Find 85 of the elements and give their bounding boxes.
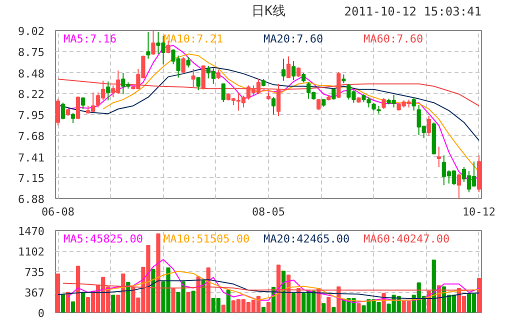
candlestick	[186, 56, 190, 68]
bar	[296, 288, 301, 312]
y-tick-label: 6.88	[18, 193, 45, 206]
y-tick-label: 1470	[18, 225, 45, 238]
candlestick	[191, 68, 196, 88]
bar	[201, 280, 206, 312]
bar	[186, 292, 190, 312]
line-series	[58, 279, 480, 300]
candlestick	[56, 98, 60, 126]
bar	[191, 290, 196, 312]
text: MA60:7.60	[364, 32, 424, 46]
bar	[81, 292, 86, 312]
line-series	[102, 270, 480, 302]
bar	[326, 296, 331, 312]
text: MA60:40247.00	[364, 232, 450, 246]
y-tick-label: 8.48	[18, 67, 45, 80]
y-tick-label: 1102	[18, 246, 45, 259]
bar	[56, 274, 60, 312]
y-tick-label: 0	[38, 307, 44, 320]
y-tick-label: 735	[24, 266, 45, 279]
series-label: MA10:7.21	[164, 32, 224, 46]
line-series	[62, 282, 474, 291]
x-tick-label: 10-12	[462, 206, 496, 218]
candlestick	[456, 172, 461, 198]
candlestick	[201, 65, 206, 90]
bar	[76, 266, 80, 312]
candlestick	[426, 116, 431, 136]
candlestick	[286, 56, 291, 78]
bar	[156, 233, 160, 312]
bar	[151, 269, 156, 312]
bar	[226, 290, 230, 312]
bar	[221, 304, 226, 312]
candlestick	[316, 99, 321, 110]
candlestick	[146, 32, 150, 60]
y-tick-label: 8.22	[18, 88, 45, 101]
candlestick	[151, 30, 156, 56]
bar	[261, 306, 266, 312]
x-tick-label: 08-05	[252, 206, 286, 218]
bar	[111, 294, 116, 312]
y-tick-label: 367	[24, 286, 45, 300]
candlestick	[221, 83, 226, 102]
y-tick-label: 7.41	[18, 151, 45, 164]
y-tick-label: 7.68	[18, 130, 45, 144]
candlestick	[216, 69, 220, 80]
bar	[476, 278, 482, 312]
line-series	[58, 78, 480, 106]
y-tick-label: 7.95	[18, 109, 45, 122]
candlestick	[436, 146, 441, 168]
bar	[356, 303, 361, 312]
x-tick-label: 06-08	[41, 206, 75, 218]
candlestick	[196, 77, 200, 91]
candlestick	[281, 58, 286, 82]
candlestick	[60, 102, 66, 120]
y-tick-label: 7.15	[18, 172, 45, 185]
candlestick	[81, 96, 86, 110]
text: MA5:7.16	[64, 32, 116, 46]
chart-title: 日K线	[252, 4, 286, 19]
candlestick	[302, 72, 306, 83]
text: MA5:45825.00	[64, 232, 143, 246]
bar	[70, 301, 76, 312]
y-tick-label: 9.02	[18, 25, 45, 38]
bar	[432, 260, 436, 312]
text: MA20:7.60	[264, 32, 324, 46]
candlestick	[181, 56, 186, 74]
y-tick-label: 8.75	[18, 46, 45, 60]
candlestick	[276, 83, 281, 117]
candlestick	[271, 96, 276, 115]
text: MA10:51505.00	[164, 232, 250, 246]
bar	[126, 282, 130, 312]
text: MA20:42465.00	[264, 232, 350, 246]
candlestick	[70, 112, 76, 124]
text: 2011-10-12 15:03:41	[344, 4, 482, 18]
bar	[266, 302, 271, 312]
bar	[60, 294, 66, 312]
bar	[171, 287, 176, 312]
candlestick	[382, 98, 386, 110]
candlestick	[106, 81, 110, 101]
bar	[292, 293, 296, 312]
candlestick	[292, 60, 296, 80]
bar	[322, 303, 326, 312]
bar	[66, 292, 70, 312]
line-series	[68, 259, 480, 303]
bar	[332, 306, 336, 312]
candlestick	[412, 96, 416, 112]
candlestick	[336, 72, 341, 99]
